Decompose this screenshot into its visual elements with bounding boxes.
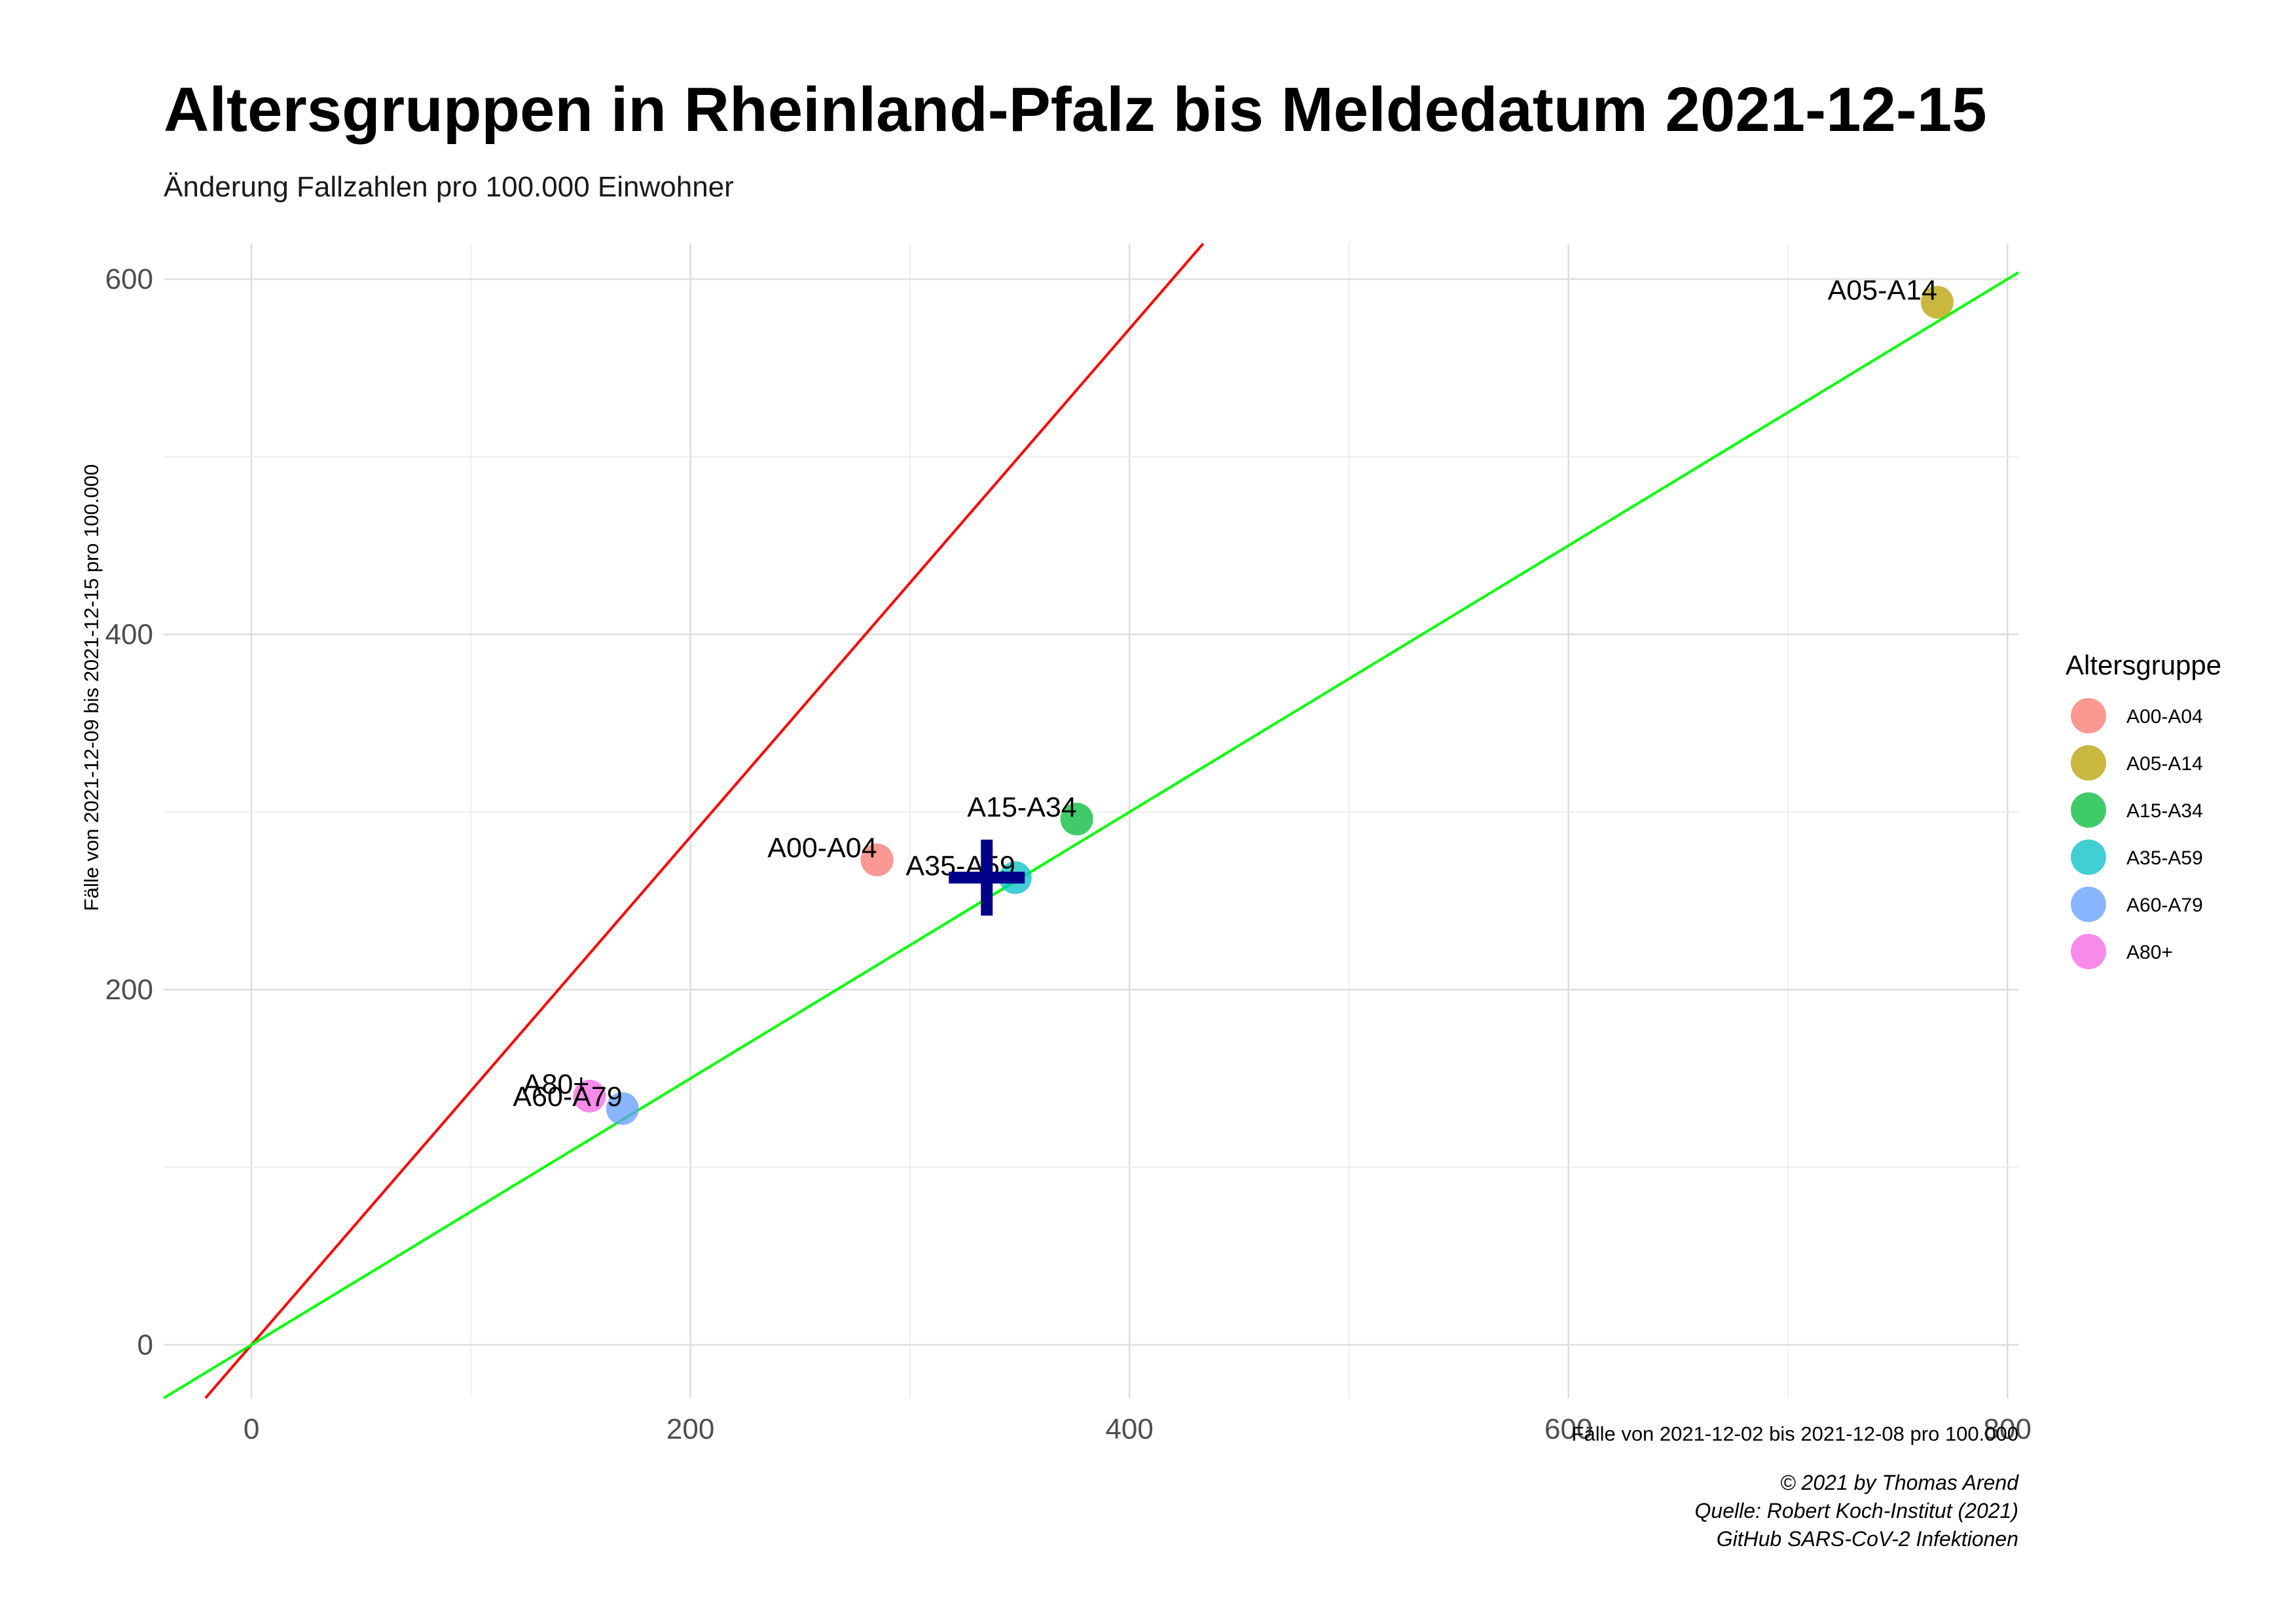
point-a60-a79 bbox=[606, 1092, 639, 1125]
x-tick-label-600: 600 bbox=[1544, 1413, 1592, 1445]
legend-label-a60-a79: A60-A79 bbox=[2126, 895, 2203, 916]
axis-ticks: 0 200 400 600 800 0 200 400 600 bbox=[105, 263, 2032, 1445]
reference-line-2 bbox=[162, 271, 2020, 1399]
point-a15-a34 bbox=[1060, 802, 1093, 836]
legend-key-a00-a04 bbox=[2071, 698, 2106, 733]
caption: © 2021 by Thomas Arend Quelle: Robert Ko… bbox=[1695, 1471, 2020, 1551]
y-tick-label-0: 0 bbox=[137, 1329, 153, 1361]
legend: Altersgruppe A00-A04 A05-A14 A15-A34 A35-A5… bbox=[2066, 650, 2221, 969]
legend-label-a35-a59: A35-A59 bbox=[2126, 847, 2203, 869]
point-a80plus bbox=[573, 1079, 606, 1113]
x-tick-label-400: 400 bbox=[1105, 1413, 1153, 1445]
x-tick-label-800: 800 bbox=[1984, 1413, 2032, 1445]
chart-title: Altersgruppen in Rheinland-Pfalz bis Mel… bbox=[164, 75, 1987, 145]
legend-key-a15-a34 bbox=[2071, 792, 2106, 828]
x-axis-title: Fälle von 2021-12-02 bis 2021-12-08 pro … bbox=[1572, 1422, 2018, 1445]
legend-label-a80plus: A80+ bbox=[2126, 942, 2173, 963]
point-a00-a04 bbox=[860, 843, 894, 877]
y-tick-label-600: 600 bbox=[105, 263, 153, 295]
caption-line-1: © 2021 by Thomas Arend bbox=[1780, 1471, 2019, 1494]
legend-label-a05-a14: A05-A14 bbox=[2126, 753, 2203, 775]
legend-label-a15-a34: A15-A34 bbox=[2126, 800, 2203, 822]
legend-label-a00-a04: A00-A04 bbox=[2126, 706, 2203, 728]
legend-key-a60-a79 bbox=[2071, 887, 2106, 922]
y-axis-title: Fälle von 2021-12-09 bis 2021-12-15 pro … bbox=[80, 464, 103, 911]
legend-key-a80plus bbox=[2071, 934, 2106, 969]
legend-title: Altersgruppe bbox=[2066, 650, 2221, 680]
x-tick-label-200: 200 bbox=[666, 1413, 714, 1445]
chart-subtitle: Änderung Fallzahlen pro 100.000 Einwohne… bbox=[164, 171, 734, 203]
point-label-a80plus: A80+ bbox=[523, 1069, 590, 1100]
x-tick-label-0: 0 bbox=[244, 1413, 259, 1445]
point-a05-a14 bbox=[1920, 286, 1954, 319]
point-label-a15-a34: A15-A34 bbox=[967, 792, 1076, 823]
caption-line-2: Quelle: Robert Koch-Institut (2021) bbox=[1695, 1499, 2018, 1522]
point-label-a00-a04: A00-A04 bbox=[767, 832, 877, 864]
reference-lines bbox=[162, 242, 2020, 1399]
point-label-a60-a79: A60-A79 bbox=[513, 1081, 622, 1113]
caption-line-3: GitHub SARS-CoV-2 Infektionen bbox=[1717, 1527, 2018, 1551]
legend-key-a35-a59 bbox=[2071, 840, 2106, 875]
point-label-a05-a14: A05-A14 bbox=[1828, 275, 1937, 306]
y-tick-label-200: 200 bbox=[105, 974, 153, 1006]
legend-key-a05-a14 bbox=[2071, 745, 2106, 781]
y-tick-label-400: 400 bbox=[105, 619, 153, 651]
reference-line-1 bbox=[204, 242, 1205, 1399]
